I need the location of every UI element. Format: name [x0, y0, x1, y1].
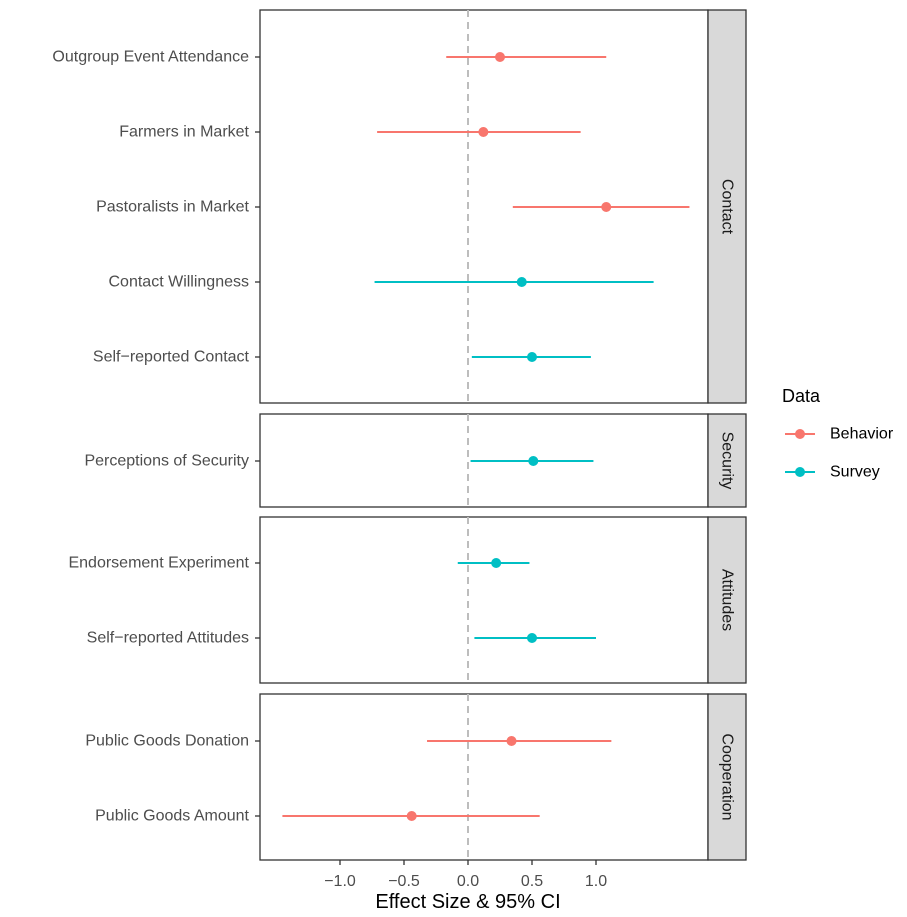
facet-strip-label: Contact	[719, 179, 736, 235]
facet-panel-attitudes: Attitudes Endorsement Experiment Self−repo…	[68, 516, 747, 684]
facet-panel-cooperation: Cooperation Public Goods Donation Public G…	[85, 693, 747, 861]
y-tick-label: Endorsement Experiment	[68, 555, 249, 572]
y-tick-label: Contact Willingness	[109, 274, 250, 291]
x-tick-label: 0.0	[457, 873, 479, 890]
point-estimate	[527, 352, 537, 362]
legend-key-point	[795, 467, 805, 477]
x-axis-title: Effect Size & 95% CI	[375, 891, 560, 913]
point-estimate	[601, 202, 612, 212]
point-estimate	[406, 811, 417, 821]
estimate-row: Public Goods Amount	[95, 808, 540, 825]
point-estimate	[516, 277, 527, 287]
y-tick-label: Perceptions of Security	[84, 453, 249, 470]
y-tick-label: Farmers in Market	[119, 124, 249, 141]
y-tick-label: Outgroup Event Attendance	[52, 49, 249, 66]
legend-entries: Behavior Survey	[785, 426, 894, 481]
facet-strip	[707, 693, 747, 861]
facet-panel-security: Security Perceptions of Security	[84, 413, 747, 508]
legend-entry-behavior: Behavior	[785, 426, 894, 443]
x-axis: −1.0 −0.5 0.0 0.5 1.0	[324, 860, 607, 890]
point-estimate	[528, 456, 539, 466]
point-estimate	[527, 633, 537, 643]
x-tick-label: −0.5	[388, 873, 420, 890]
estimate-row: Public Goods Donation	[85, 733, 612, 750]
x-tick-label: 0.5	[521, 873, 543, 890]
estimate-row: Endorsement Experiment	[68, 555, 530, 572]
estimate-row: Outgroup Event Attendance	[52, 49, 607, 66]
y-tick-label: Self−reported Contact	[93, 349, 250, 366]
y-tick-label: Pastoralists in Market	[96, 199, 249, 216]
legend: Data Behavior Survey	[782, 386, 894, 481]
point-estimate	[495, 52, 505, 62]
facet-strip	[707, 9, 747, 404]
y-tick-label: Self−reported Attitudes	[87, 630, 249, 647]
point-estimate	[491, 558, 502, 568]
facet-strip-label: Security	[719, 432, 736, 490]
legend-label: Survey	[830, 464, 880, 481]
legend-entry-survey: Survey	[785, 464, 880, 481]
estimate-row: Perceptions of Security	[84, 453, 594, 470]
facet-strip	[707, 413, 747, 508]
estimate-row: Farmers in Market	[119, 124, 581, 141]
legend-key-point	[795, 429, 805, 439]
estimate-row: Self−reported Attitudes	[87, 630, 596, 647]
y-tick-label: Public Goods Donation	[85, 733, 249, 750]
panels-layer: Contact Outgroup Event Attendance Farmers …	[52, 9, 747, 861]
estimate-row: Contact Willingness	[109, 274, 654, 291]
legend-title: Data	[782, 386, 821, 406]
y-tick-label: Public Goods Amount	[95, 808, 249, 825]
facet-strip-label: Attitudes	[719, 569, 736, 631]
estimate-row: Pastoralists in Market	[96, 199, 690, 216]
facet-strip-label: Cooperation	[719, 733, 736, 820]
facet-strip	[707, 516, 747, 684]
panel-frame	[259, 516, 709, 684]
panel-frame	[259, 693, 709, 861]
point-estimate	[478, 127, 489, 137]
estimate-row: Self−reported Contact	[93, 349, 591, 366]
point-estimate	[506, 736, 517, 746]
legend-label: Behavior	[830, 426, 894, 443]
x-tick-label: −1.0	[324, 873, 356, 890]
facet-panel-contact: Contact Outgroup Event Attendance Farmers …	[52, 9, 747, 404]
x-tick-label: 1.0	[585, 873, 607, 890]
